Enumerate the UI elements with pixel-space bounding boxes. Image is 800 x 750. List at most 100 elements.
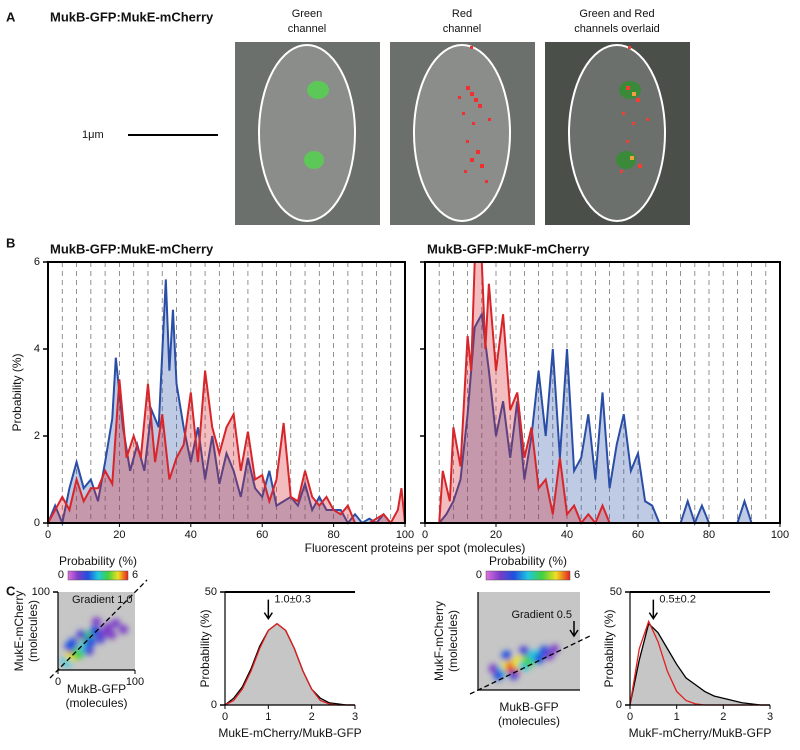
density-point xyxy=(493,670,504,681)
area xyxy=(425,314,780,523)
colorbar-tick-label: 6 xyxy=(132,569,138,581)
y-tick-label: 6 xyxy=(34,256,40,268)
x-tick-label: 100 xyxy=(771,529,789,541)
chart-title: MukB-GFP:MukE-mCherry xyxy=(50,241,214,256)
annotation: Gradient 1.0 xyxy=(72,594,133,606)
colorbar-tick-label: 6 xyxy=(574,569,580,581)
x-tick-label: 40 xyxy=(561,529,573,541)
area xyxy=(225,623,355,705)
colorbar xyxy=(67,570,129,581)
density-point xyxy=(501,650,512,661)
plot-frame xyxy=(47,261,406,524)
y-axis-label: MukF-mCherry xyxy=(432,601,446,681)
micrograph-overlay xyxy=(545,42,690,225)
density-point xyxy=(111,618,121,628)
image-caption: Green and Red xyxy=(579,8,654,20)
x-tick-label: 60 xyxy=(632,529,644,541)
series-line xyxy=(629,622,770,706)
y-axis-label: Probability (%) xyxy=(198,609,212,687)
micrograph-red xyxy=(390,42,535,225)
x-tick-label: 0 xyxy=(422,529,428,541)
density-point xyxy=(118,624,129,635)
density-point xyxy=(488,663,498,674)
y-tick-label: 4 xyxy=(34,343,40,355)
x-axis-label: (molecules) xyxy=(498,714,560,728)
density-point xyxy=(107,630,117,640)
density-blobs xyxy=(488,644,560,681)
x-tick-label: 0 xyxy=(627,711,633,723)
colorbar-tick-label: 0 xyxy=(476,569,482,581)
density-point xyxy=(508,670,519,681)
colorbar-tick-label: 0 xyxy=(58,569,64,581)
annotation: 0.5±0.2 xyxy=(659,594,696,606)
x-tick-label: 60 xyxy=(256,529,268,541)
annotation-arrow xyxy=(263,599,273,620)
image-caption: Green xyxy=(292,8,323,20)
colorbar-label: Probability (%) xyxy=(59,554,137,568)
x-tick-label: 3 xyxy=(352,711,358,723)
axes xyxy=(477,592,580,691)
y-axis-label: MukE-mCherry xyxy=(12,591,26,672)
image-caption: Red xyxy=(452,8,472,20)
density-point xyxy=(85,636,96,648)
y-tick-label: 2 xyxy=(34,430,40,442)
density-point xyxy=(64,641,75,652)
y-axis-label: Probability (%) xyxy=(602,609,616,687)
panel-label: C xyxy=(6,583,16,598)
density-point xyxy=(89,625,101,637)
x-tick-label: 20 xyxy=(490,529,502,541)
gradient-line xyxy=(49,579,148,679)
panel-title: MukB-GFP:MukE-mCherry xyxy=(50,9,214,24)
x-tick-label: 3 xyxy=(767,711,773,723)
density-point xyxy=(549,644,560,654)
annotation: Gradient 0.5 xyxy=(511,609,572,621)
x-tick-label: 1 xyxy=(265,711,271,723)
x-axis-label: MukB-GFP xyxy=(499,700,558,714)
y-tick-label: 50 xyxy=(205,586,217,598)
annotation-arrow xyxy=(569,621,579,638)
y-tick-label: 0 xyxy=(34,517,40,529)
x-axis-label: Fluorescent proteins per spot (molecules… xyxy=(305,541,526,555)
series-line xyxy=(425,261,780,525)
x-tick-label: 20 xyxy=(113,529,125,541)
x-axis-label: MukB-GFP xyxy=(67,682,126,696)
x-axis-label: (molecules) xyxy=(65,696,127,710)
density-point xyxy=(76,630,86,640)
y-tick-label: 0 xyxy=(616,699,622,711)
density-point xyxy=(103,622,113,632)
x-tick-label: 0 xyxy=(55,676,61,688)
annotation: 1.0±0.3 xyxy=(274,594,311,606)
x-tick-label: 100 xyxy=(396,529,414,541)
density-point xyxy=(83,645,94,656)
series-line xyxy=(425,310,780,526)
panel-label: A xyxy=(6,9,16,24)
y-axis-label: (molecules) xyxy=(446,610,460,672)
x-tick-label: 100 xyxy=(126,676,144,688)
image-caption: channel xyxy=(288,23,327,35)
series-line xyxy=(47,279,405,527)
panel-label: B xyxy=(6,235,15,250)
y-tick-label: 100 xyxy=(32,586,50,598)
x-tick-label: 2 xyxy=(309,711,315,723)
colorbar xyxy=(485,570,571,581)
area xyxy=(48,370,405,523)
series-line xyxy=(47,370,406,525)
x-tick-label: 1 xyxy=(674,711,680,723)
x-axis-label: MukE-mCherry/MukB-GFP xyxy=(218,726,361,740)
y-tick-label: 0 xyxy=(211,699,217,711)
image-caption: channels overlaid xyxy=(574,23,660,35)
x-tick-label: 0 xyxy=(45,529,51,541)
area xyxy=(48,279,405,523)
plot-frame xyxy=(424,261,781,524)
area xyxy=(630,623,770,705)
x-tick-label: 80 xyxy=(703,529,715,541)
area xyxy=(425,262,780,523)
gradient-line xyxy=(469,634,593,695)
density-point xyxy=(519,645,529,656)
micrograph-green xyxy=(235,42,380,225)
y-tick-label: 50 xyxy=(610,586,622,598)
colorbar-label: Probability (%) xyxy=(489,554,567,568)
chart-title: MukB-GFP:MukF-mCherry xyxy=(427,241,590,256)
image-caption: channel xyxy=(443,23,482,35)
